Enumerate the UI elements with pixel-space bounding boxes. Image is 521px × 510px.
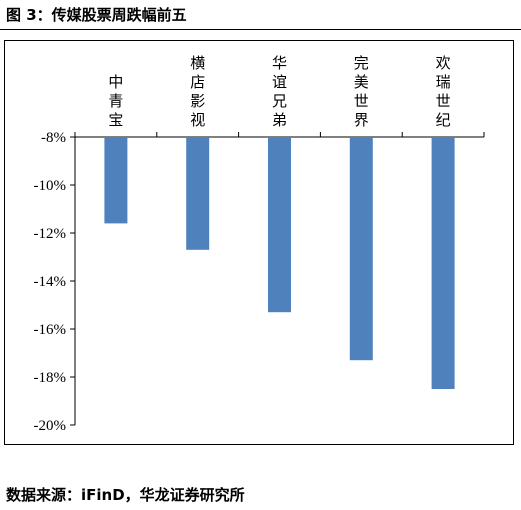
y-tick-label: -18% — [34, 370, 67, 386]
category-label: 华谊兄弟 — [272, 54, 287, 129]
y-tick-label: -10% — [34, 178, 67, 194]
category-label: 完美世界 — [354, 54, 369, 129]
bar — [186, 137, 210, 250]
chart-axes: -8% -10% -12% -14% -16% -18% -20% — [34, 130, 485, 434]
bar — [268, 137, 291, 313]
y-tick-label: -20% — [34, 418, 67, 434]
chart-frame — [4, 40, 514, 445]
y-tick-label: -8% — [41, 130, 66, 146]
title-divider — [0, 29, 521, 30]
bar — [431, 137, 455, 389]
figure-title: 图 3：传媒股票周跌幅前五 — [6, 6, 187, 24]
y-tick-label: -12% — [34, 226, 67, 242]
category-labels: 中青宝 横店影视 华谊兄弟 完美世界 欢瑞世纪 — [108, 54, 450, 129]
chart-bars — [104, 137, 455, 389]
category-label: 欢瑞世纪 — [436, 54, 451, 129]
source-note: 数据来源：iFinD，华龙证券研究所 — [6, 486, 245, 504]
y-tick-label: -16% — [34, 322, 67, 338]
category-label: 中青宝 — [108, 73, 123, 129]
bar — [104, 137, 128, 224]
y-tick-label: -14% — [34, 274, 67, 290]
bar — [349, 137, 373, 361]
bar-chart: -8% -10% -12% -14% -16% -18% -20% 中青宝 横店影视 华谊兄弟 完… — [34, 54, 485, 434]
category-label: 横店影视 — [190, 54, 205, 129]
